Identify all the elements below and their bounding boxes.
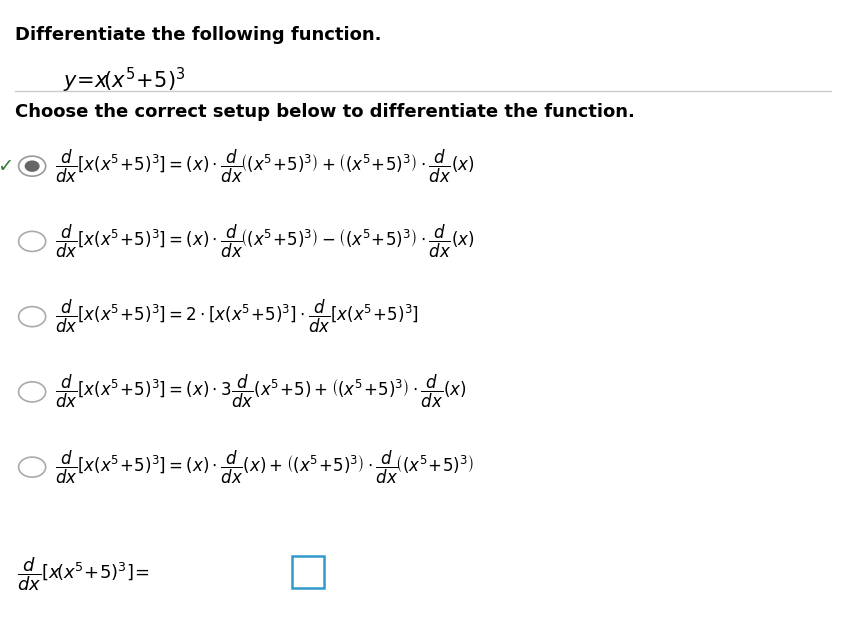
Text: $\dfrac{d}{dx}\left[x(x^5\!+\!5)^3\right] = (x)\cdot\dfrac{d}{dx}(x) + \left((x^: $\dfrac{d}{dx}\left[x(x^5\!+\!5)^3\right… (55, 448, 474, 486)
Text: Choose the correct setup below to differentiate the function.: Choose the correct setup below to differ… (15, 103, 635, 122)
Text: $\dfrac{d}{dx}\left[x\!\left(x^5\!+\!5\right)^3\right]\!=\!$: $\dfrac{d}{dx}\left[x\!\left(x^5\!+\!5\r… (17, 555, 149, 593)
FancyBboxPatch shape (292, 556, 324, 588)
Text: $\dfrac{d}{dx}\left[x(x^5\!+\!5)^3\right] = (x)\cdot\dfrac{d}{dx}\!\left((x^5\!+: $\dfrac{d}{dx}\left[x(x^5\!+\!5)^3\right… (55, 147, 475, 185)
Circle shape (25, 161, 39, 171)
Text: ✓: ✓ (0, 157, 14, 176)
Text: $y\!=\!x\!\left(x^5\!+\!5\right)^3$: $y\!=\!x\!\left(x^5\!+\!5\right)^3$ (63, 66, 186, 95)
Text: $\dfrac{d}{dx}\left[x(x^5\!+\!5)^3\right] = (x)\cdot 3\dfrac{d}{dx}(x^5\!+\!5) +: $\dfrac{d}{dx}\left[x(x^5\!+\!5)^3\right… (55, 373, 467, 411)
Text: $\dfrac{d}{dx}\left[x(x^5\!+\!5)^3\right] = 2\cdot\left[x(x^5\!+\!5)^3\right]\cd: $\dfrac{d}{dx}\left[x(x^5\!+\!5)^3\right… (55, 298, 419, 335)
Text: Differentiate the following function.: Differentiate the following function. (15, 26, 382, 45)
Text: $\dfrac{d}{dx}\left[x(x^5\!+\!5)^3\right] = (x)\cdot\dfrac{d}{dx}\!\left((x^5\!+: $\dfrac{d}{dx}\left[x(x^5\!+\!5)^3\right… (55, 223, 475, 260)
